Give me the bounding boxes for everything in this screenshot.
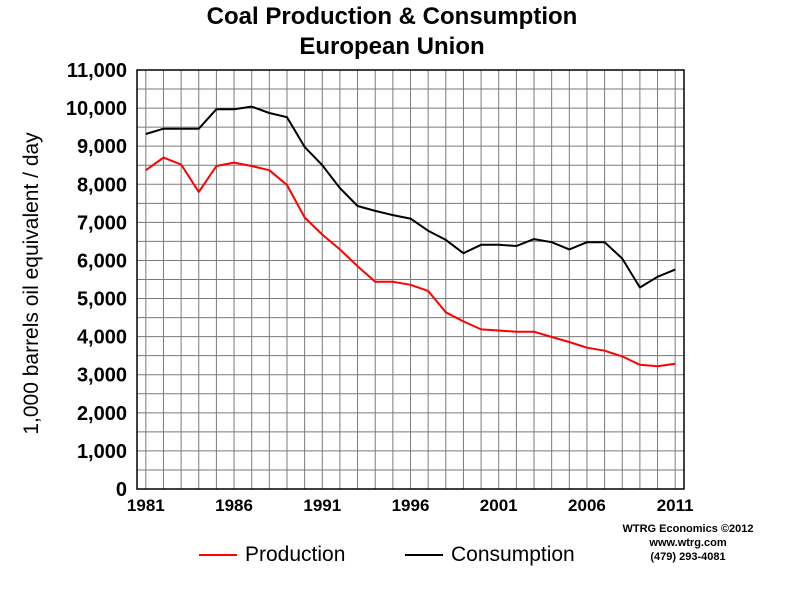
y-tick-label: 3,000 bbox=[77, 365, 127, 387]
chart-title: Coal Production & Consumption bbox=[206, 3, 578, 30]
y-tick-label: 7,000 bbox=[77, 212, 127, 234]
legend-swatch-consumption bbox=[405, 554, 443, 556]
grid bbox=[137, 70, 684, 489]
legend-label-production: Production bbox=[245, 543, 346, 566]
x-tick-label: 2001 bbox=[480, 496, 518, 515]
series-line-consumption bbox=[145, 105, 676, 289]
x-tick-label: 2011 bbox=[657, 496, 694, 515]
credit-website: www.wtrg.com bbox=[649, 537, 727, 549]
x-tick-label: 1996 bbox=[392, 496, 430, 515]
legend-swatch-production bbox=[199, 554, 237, 556]
series-lines bbox=[145, 105, 676, 368]
y-tick-label: 6,000 bbox=[77, 250, 127, 272]
y-tick-label: 9,000 bbox=[77, 136, 127, 158]
y-tick-label: 11,000 bbox=[67, 60, 127, 82]
legend-label-consumption: Consumption bbox=[451, 543, 575, 566]
credit-company: WTRG Economics ©2012 bbox=[622, 523, 754, 535]
x-tick-label: 1991 bbox=[303, 496, 341, 515]
y-tick-label: 8,000 bbox=[77, 174, 127, 196]
y-tick-label: 2,000 bbox=[77, 403, 127, 425]
y-tick-label: 1,000 bbox=[77, 441, 127, 463]
x-tick-label: 1981 bbox=[127, 496, 165, 515]
y-axis-label: 1,000 barrels oil equivalent / day bbox=[20, 132, 43, 435]
credit-phone: (479) 293-4081 bbox=[650, 551, 726, 563]
series-line-production bbox=[145, 156, 676, 368]
x-axis-ticks: 1981 1986 1991 1996 2001 2006 2011 bbox=[127, 496, 694, 515]
y-axis-ticks: 0 1,000 2,000 3,000 4,000 5,000 6,000 7,000 8,00… bbox=[66, 60, 127, 501]
y-tick-label: 0 bbox=[116, 479, 127, 501]
plot-frame bbox=[136, 69, 685, 490]
x-tick-label: 1986 bbox=[215, 496, 253, 515]
legend-item-production: Production bbox=[199, 541, 345, 569]
y-tick-label: 10,000 bbox=[66, 98, 127, 120]
chart-subtitle: European Union bbox=[299, 33, 485, 60]
y-tick-label: 5,000 bbox=[77, 289, 127, 311]
y-tick-label: 4,000 bbox=[77, 327, 127, 349]
x-tick-label: 2006 bbox=[568, 496, 606, 515]
legend-item-consumption: Consumption bbox=[405, 541, 575, 569]
